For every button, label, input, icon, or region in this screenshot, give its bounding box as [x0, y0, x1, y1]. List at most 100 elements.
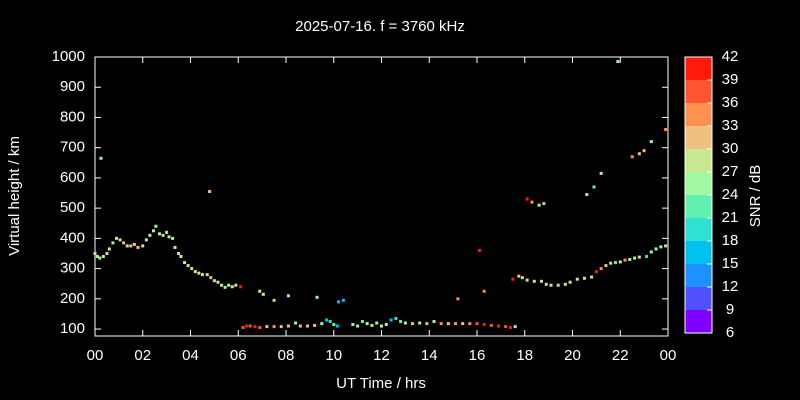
- data-point: [556, 283, 560, 287]
- data-point: [227, 283, 231, 287]
- y-tick-label: 300: [60, 260, 85, 277]
- data-point: [341, 298, 345, 302]
- x-tick-label: 00: [87, 347, 104, 364]
- x-tick-label: 14: [421, 347, 438, 364]
- data-point: [380, 324, 383, 328]
- data-point: [411, 322, 415, 326]
- data-point: [118, 238, 122, 242]
- data-point: [157, 232, 161, 236]
- data-point: [265, 325, 269, 329]
- colorbar-band: [685, 57, 712, 80]
- colorbar-band: [685, 80, 712, 103]
- data-point: [664, 128, 668, 132]
- data-point: [513, 325, 517, 329]
- data-point: [489, 323, 493, 327]
- data-point: [520, 276, 524, 280]
- y-tick-label: 600: [60, 169, 85, 186]
- colorbar-tick-label: 18: [722, 232, 739, 249]
- x-tick-label: 00: [660, 347, 677, 364]
- x-tick-label: 12: [373, 347, 390, 364]
- data-point: [496, 324, 500, 328]
- data-point: [258, 289, 262, 293]
- data-point: [525, 278, 529, 282]
- data-point: [223, 285, 227, 289]
- colorbar-tick-label: 9: [726, 301, 734, 318]
- data-point: [563, 282, 567, 286]
- colorbar-band: [685, 195, 712, 218]
- data-point: [183, 261, 187, 265]
- data-point: [179, 255, 183, 259]
- data-point: [245, 324, 249, 328]
- data-point: [399, 319, 403, 323]
- data-point: [313, 323, 317, 327]
- data-point: [389, 318, 393, 322]
- data-point: [141, 244, 145, 248]
- data-point: [197, 271, 201, 275]
- data-point: [125, 244, 129, 248]
- data-point: [446, 322, 450, 326]
- data-point: [525, 197, 529, 201]
- data-point: [351, 323, 355, 327]
- colorbar-band: [685, 103, 712, 126]
- data-point: [517, 274, 521, 278]
- data-point: [161, 233, 165, 237]
- colorbar-tick-label: 24: [722, 186, 739, 203]
- data-point: [585, 193, 589, 197]
- data-point: [633, 256, 637, 260]
- data-point: [335, 324, 339, 328]
- data-point: [144, 238, 148, 242]
- data-point: [549, 283, 553, 287]
- data-point: [148, 233, 152, 237]
- data-point: [186, 264, 190, 268]
- data-point: [477, 248, 481, 252]
- x-axis-label: UT Time / hrs: [336, 375, 426, 392]
- data-point: [582, 276, 586, 280]
- data-point: [99, 156, 103, 160]
- data-point: [659, 245, 663, 249]
- colorbar-tick-label: 6: [726, 324, 734, 341]
- data-point: [418, 321, 422, 325]
- data-point: [177, 251, 181, 255]
- colorbar-band: [685, 149, 712, 172]
- data-point: [594, 270, 598, 274]
- colorbar-tick-label: 39: [722, 71, 739, 88]
- data-point: [111, 241, 115, 245]
- colorbar-band: [685, 218, 712, 241]
- colorbar-band: [685, 264, 712, 287]
- data-point: [475, 322, 479, 326]
- y-tick-label: 900: [60, 78, 85, 95]
- data-point: [200, 273, 204, 277]
- data-point: [599, 267, 603, 271]
- data-point: [241, 326, 245, 330]
- data-point: [95, 255, 99, 259]
- data-point: [370, 323, 374, 327]
- x-tick-label: 18: [516, 347, 533, 364]
- colorbar-tick-label: 15: [722, 255, 739, 272]
- x-tick-label: 02: [134, 347, 151, 364]
- data-point: [98, 256, 102, 260]
- data-point: [504, 325, 508, 329]
- data-point: [190, 267, 194, 271]
- data-point: [532, 279, 536, 283]
- data-point: [592, 185, 596, 189]
- data-point: [604, 264, 608, 268]
- data-point: [365, 322, 369, 326]
- data-point: [337, 300, 341, 304]
- data-point: [173, 245, 177, 249]
- data-point: [298, 324, 302, 328]
- data-point: [482, 289, 486, 293]
- colorbar-tick-label: 12: [722, 278, 739, 295]
- data-point: [212, 279, 216, 283]
- data-point: [375, 321, 379, 325]
- data-point: [165, 230, 169, 234]
- data-point: [530, 200, 534, 204]
- data-point: [315, 295, 319, 299]
- colorbar-band: [685, 310, 712, 333]
- data-point: [511, 277, 515, 281]
- y-tick-label: 700: [60, 139, 85, 156]
- x-tick-label: 22: [612, 347, 629, 364]
- data-point: [220, 283, 224, 287]
- data-point: [107, 247, 111, 251]
- data-point: [394, 316, 398, 320]
